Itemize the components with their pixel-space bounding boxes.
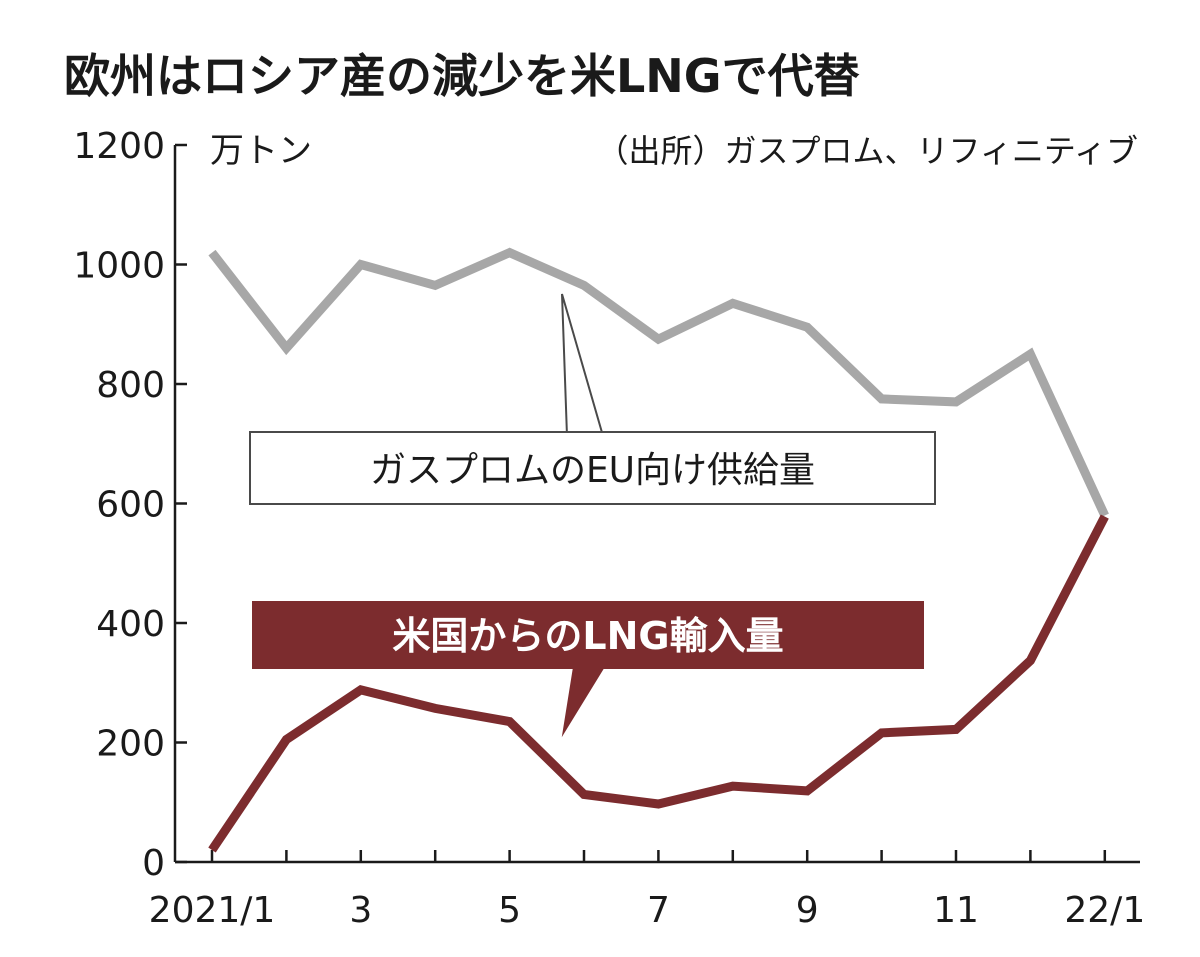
x-tick-label: 9 — [796, 890, 819, 931]
y-tick-label: 1000 — [73, 246, 165, 287]
x-tick-label: 2021/1 — [149, 890, 276, 931]
y-tick-label: 0 — [142, 843, 165, 884]
y-tick-label: 400 — [96, 604, 165, 645]
legend-gazprom-box — [249, 431, 936, 505]
x-tick-label: 7 — [647, 890, 670, 931]
legend-lng-label: 米国からのLNG輸入量 — [392, 614, 783, 658]
y-tick-label: 600 — [96, 485, 165, 526]
y-tick-label: 200 — [96, 724, 165, 765]
y-tick-label: 800 — [96, 365, 165, 406]
legend-lng-box — [252, 601, 924, 669]
legend-lng-pointer — [559, 666, 608, 743]
y-tick-label: 1200 — [73, 126, 165, 167]
legend-lng-callout: 米国からのLNG輸入量 — [252, 601, 924, 743]
series-line-lng — [208, 514, 1109, 853]
x-tick-label: 22/1 — [1064, 890, 1145, 931]
legend-gazprom-pointer — [561, 293, 605, 437]
legend-gazprom-callout: ガスプロムのEU向け供給量 — [249, 293, 936, 505]
legend-gazprom-label: ガスプロムのEU向け供給量 — [370, 450, 815, 491]
x-tick-label: 3 — [349, 890, 372, 931]
x-tick-label: 11 — [933, 890, 979, 931]
source-note: （出所）ガスプロム、リフィニティブ — [597, 132, 1138, 170]
series-layer — [208, 247, 1109, 853]
y-axis: 0 200 400 600 800 1000 1200 — [73, 126, 187, 884]
chart-title: 欧州はロシア産の減少を米LNGで代替 — [64, 49, 860, 103]
y-unit-label: 万トン — [210, 131, 312, 171]
x-tick-label: 5 — [498, 890, 521, 931]
x-axis: 2021/1 3 5 7 9 11 22/1 — [149, 850, 1145, 931]
